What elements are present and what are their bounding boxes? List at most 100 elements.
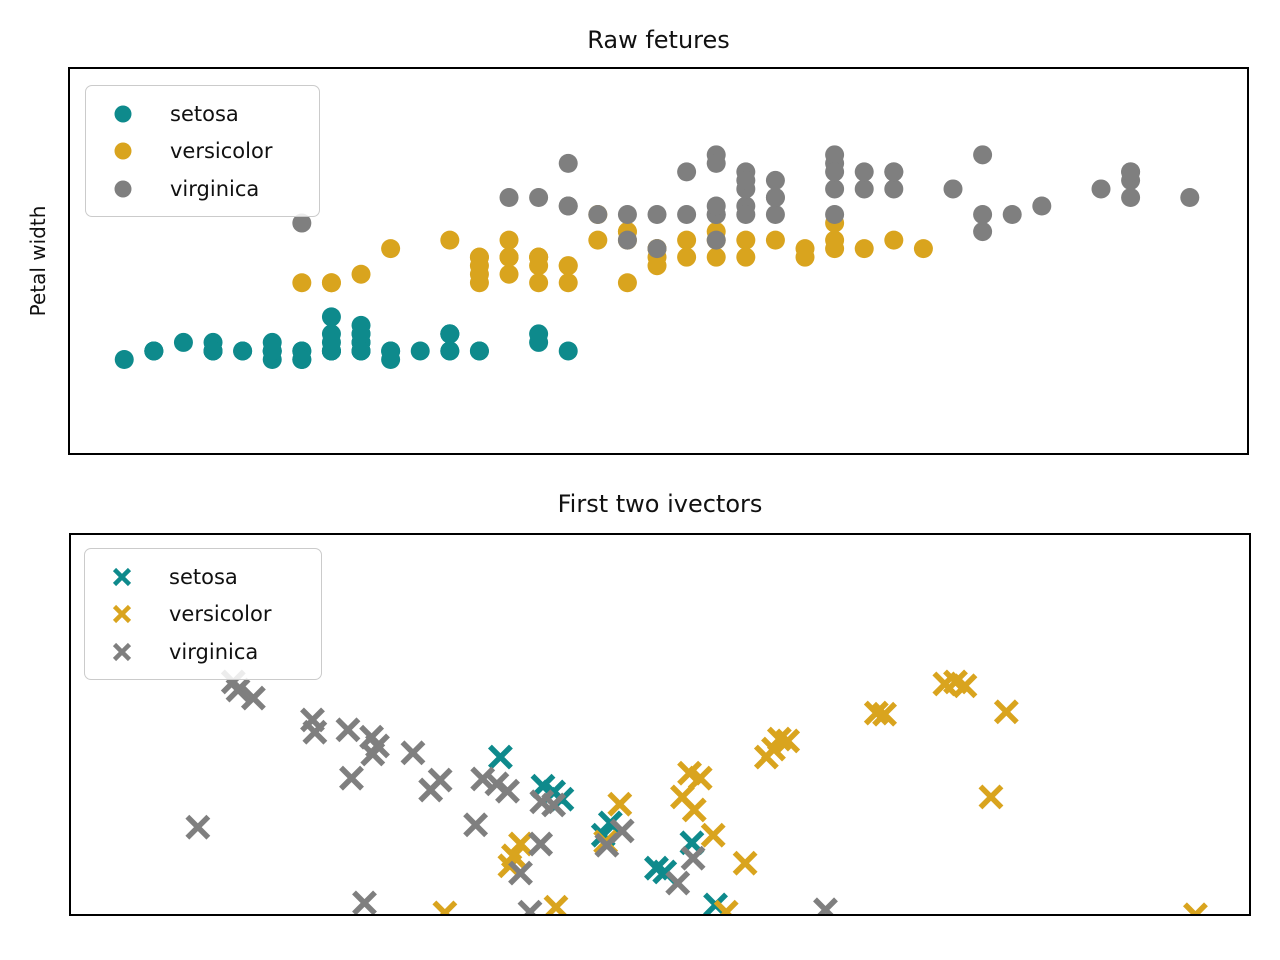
virginica-data-point <box>617 205 637 225</box>
legend-label: versicolor <box>169 602 272 626</box>
plot-border <box>68 67 1249 455</box>
setosa-data-point <box>469 341 489 361</box>
virginica-data-point <box>680 845 706 871</box>
virginica-data-point <box>558 196 578 216</box>
virginica-data-point <box>240 685 266 711</box>
setosa-legend-marker-icon <box>114 105 132 122</box>
virginica-data-point <box>302 719 328 745</box>
versicolor-data-point <box>499 264 519 284</box>
virginica-data-point <box>854 179 874 199</box>
legend-label: setosa <box>170 101 239 126</box>
setosa-data-point <box>233 341 253 361</box>
top-chart-title: Raw fetures <box>587 26 730 54</box>
setosa-data-point <box>558 341 578 361</box>
versicolor-data-point <box>732 850 758 876</box>
virginica-data-point <box>352 890 377 916</box>
legend-label: virginica <box>169 639 259 664</box>
setosa-data-point <box>203 341 223 361</box>
virginica-data-point <box>495 778 520 804</box>
virginica-data-point <box>1032 196 1052 216</box>
virginica-data-point <box>339 765 364 791</box>
versicolor-data-point <box>381 239 401 259</box>
virginica-data-point <box>706 230 726 250</box>
virginica-data-point <box>588 205 608 225</box>
versicolor-data-point <box>677 230 697 250</box>
legend-item-versicolor: versicolor <box>86 139 319 163</box>
legend-item-versicolor: versicolor <box>85 602 321 626</box>
virginica-data-point <box>418 777 444 803</box>
versicolor-data-point <box>440 230 460 250</box>
virginica-data-point <box>292 213 312 233</box>
virginica-data-point <box>854 162 874 182</box>
virginica-data-point <box>517 899 543 916</box>
virginica-data-point <box>884 162 904 182</box>
legend-item-setosa: setosa <box>85 565 321 589</box>
virginica-data-point <box>973 145 993 165</box>
setosa-data-point <box>381 349 401 369</box>
virginica-data-point <box>1180 187 1200 207</box>
versicolor-data-point <box>913 239 933 259</box>
setosa-data-point <box>440 324 460 344</box>
virginica-data-point <box>706 196 726 216</box>
versicolor-data-point <box>558 273 578 293</box>
versicolor-data-point <box>736 230 756 250</box>
virginica-data-point <box>463 812 489 838</box>
setosa-data-point <box>351 324 371 344</box>
setosa-data-point <box>410 341 430 361</box>
legend-item-virginica: virginica <box>86 177 319 201</box>
versicolor-legend-marker-icon <box>112 604 132 624</box>
virginica-data-point <box>400 740 426 766</box>
versicolor-data-point <box>681 797 707 823</box>
virginica-data-point <box>594 832 620 858</box>
versicolor-data-point <box>713 899 739 916</box>
legend-label: setosa <box>169 564 238 589</box>
virginica-data-point <box>825 179 845 199</box>
versicolor-data-point <box>499 247 519 267</box>
setosa-data-point <box>529 332 549 352</box>
virginica-data-point <box>1121 162 1141 182</box>
virginica-data-point <box>360 741 386 767</box>
virginica-data-point <box>470 766 496 792</box>
versicolor-data-point <box>617 273 637 293</box>
versicolor-data-point <box>825 230 845 250</box>
versicolor-data-point <box>529 273 549 293</box>
versicolor-data-point <box>508 831 533 857</box>
versicolor-data-point <box>607 791 633 817</box>
versicolor-data-point <box>687 765 713 791</box>
setosa-data-point <box>292 349 312 369</box>
virginica-data-point <box>1091 179 1111 199</box>
virginica-data-point <box>973 205 993 225</box>
virginica-data-point <box>765 205 785 225</box>
virginica-data-point <box>647 205 667 225</box>
virginica-data-point <box>528 831 554 857</box>
versicolor-data-point <box>795 239 815 259</box>
virginica-data-point <box>765 187 785 207</box>
virginica-legend-marker-icon <box>114 180 132 197</box>
versicolor-data-point <box>677 247 697 267</box>
versicolor-data-point <box>863 700 889 726</box>
legend-item-virginica: virginica <box>85 640 321 664</box>
versicolor-data-point <box>469 273 489 293</box>
virginica-data-point <box>541 792 567 818</box>
setosa-data-point <box>487 744 513 770</box>
versicolor-data-point <box>292 273 312 293</box>
versicolor-data-point <box>993 699 1019 725</box>
versicolor-legend-marker-icon <box>114 142 132 160</box>
virginica-data-point <box>943 179 963 199</box>
versicolor-data-point <box>753 744 779 770</box>
versicolor-data-point <box>706 247 726 267</box>
setosa-data-point <box>321 307 341 327</box>
virginica-data-point <box>736 170 756 190</box>
virginica-data-point <box>825 145 845 165</box>
versicolor-data-point <box>351 264 371 284</box>
versicolor-data-point <box>884 230 904 250</box>
virginica-data-point <box>1121 187 1141 207</box>
versicolor-data-point <box>588 230 608 250</box>
virginica-data-point <box>1002 205 1022 225</box>
versicolor-data-point <box>432 900 458 916</box>
virginica-data-point <box>706 153 726 173</box>
versicolor-data-point <box>499 230 519 250</box>
virginica-data-point <box>225 677 251 703</box>
virginica-data-point <box>973 222 993 242</box>
versicolor-data-point <box>872 701 898 727</box>
